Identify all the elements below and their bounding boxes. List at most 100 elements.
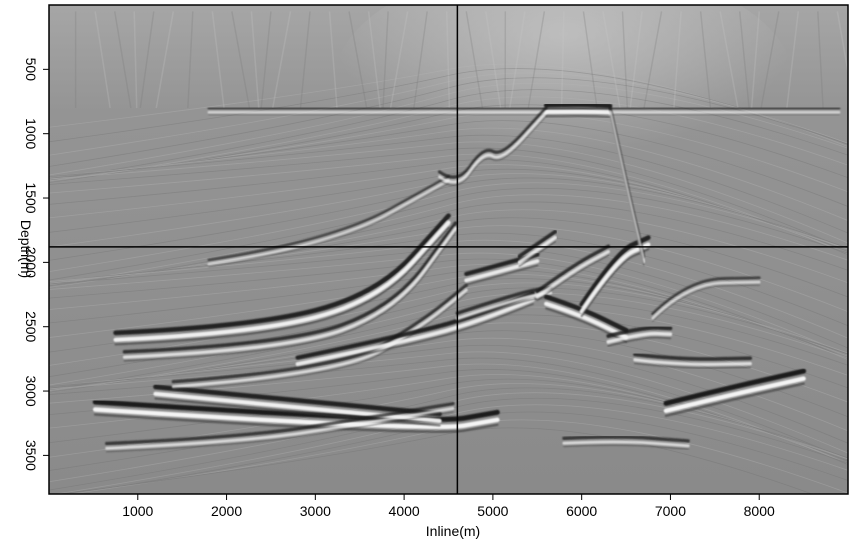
texture-line bbox=[49, 306, 848, 393]
reflector-event bbox=[517, 229, 557, 268]
reflector-peak bbox=[295, 297, 535, 366]
reflector-peak bbox=[562, 440, 690, 448]
reflector-trough bbox=[517, 229, 557, 259]
reflector-trough bbox=[105, 401, 455, 446]
streak-line bbox=[560, 11, 565, 108]
seismic-image bbox=[49, 5, 848, 494]
reflector-peak bbox=[113, 220, 451, 342]
texture-line bbox=[49, 182, 848, 272]
streak-line bbox=[113, 11, 132, 109]
y-axis: 500 1000 1500 2000 2500 3000 3500 bbox=[23, 58, 49, 471]
texture-line bbox=[49, 187, 848, 281]
reflector-trough bbox=[579, 235, 651, 307]
reflector-trough bbox=[535, 244, 611, 294]
reflector-trough bbox=[562, 435, 690, 443]
reflector-event bbox=[608, 105, 646, 266]
streak-line bbox=[760, 11, 780, 109]
x-tick-label: 4000 bbox=[389, 503, 420, 519]
reflector-trough bbox=[663, 368, 807, 406]
reflector-trough bbox=[207, 174, 450, 262]
y-tick-label: 500 bbox=[23, 58, 39, 82]
x-tick-label: 6000 bbox=[566, 503, 597, 519]
reflector-trough bbox=[633, 352, 753, 361]
streak-line bbox=[389, 11, 409, 109]
reflector-sidelobe bbox=[208, 182, 450, 268]
streak-line bbox=[260, 11, 272, 109]
reflector-peak bbox=[455, 291, 553, 321]
streak-line bbox=[750, 11, 760, 109]
streak-line bbox=[250, 11, 260, 109]
reflector-trough bbox=[455, 285, 553, 315]
reflector-sidelobe bbox=[545, 307, 628, 344]
streak-line bbox=[348, 11, 368, 109]
reflector-event bbox=[562, 435, 690, 450]
streak-line bbox=[699, 11, 712, 109]
reflector-event bbox=[579, 235, 651, 318]
streak-line bbox=[382, 11, 389, 108]
streak-line bbox=[299, 11, 311, 109]
streak-line bbox=[629, 11, 643, 109]
reflector-sidelobe bbox=[545, 115, 612, 119]
reflector-event bbox=[663, 368, 807, 418]
streak-line bbox=[621, 11, 629, 108]
texture-line bbox=[49, 278, 848, 355]
reflector-sidelobe bbox=[465, 264, 539, 286]
shallow-streaks bbox=[74, 11, 848, 109]
texture-line bbox=[49, 68, 848, 145]
texture-line bbox=[49, 264, 848, 360]
reflector-sidelobe bbox=[607, 336, 672, 347]
reflector-event bbox=[113, 213, 451, 346]
streak-line bbox=[817, 11, 824, 108]
texture-line bbox=[49, 127, 848, 221]
reflector-sidelobe bbox=[536, 254, 610, 302]
texture-line bbox=[49, 269, 848, 359]
streak-line bbox=[738, 11, 750, 109]
reflector-peak bbox=[517, 235, 557, 264]
y-tick-label: 1000 bbox=[23, 118, 39, 149]
reflector-peak bbox=[633, 358, 752, 366]
texture-line bbox=[49, 96, 848, 184]
texture-line bbox=[49, 337, 848, 432]
reflector-sidelobe bbox=[609, 114, 645, 266]
streak-line bbox=[94, 11, 111, 109]
y-tick-label: 1500 bbox=[23, 182, 39, 213]
texture-line bbox=[49, 134, 848, 234]
x-axis: 1000 2000 3000 4000 5000 6000 7000 8000 bbox=[122, 494, 775, 519]
texture-line bbox=[49, 153, 848, 255]
streak-line bbox=[328, 11, 338, 109]
x-tick-label: 2000 bbox=[211, 503, 242, 519]
y-tick-label: 3000 bbox=[23, 376, 39, 407]
reflector-sidelobe bbox=[580, 248, 650, 318]
reflector-peak bbox=[606, 331, 673, 344]
x-tick-label: 8000 bbox=[744, 503, 775, 519]
texture-line bbox=[49, 273, 848, 357]
reflector-peak bbox=[153, 391, 442, 423]
reflector-event bbox=[535, 244, 611, 302]
streak-line bbox=[719, 11, 739, 109]
reflector-peak bbox=[651, 280, 761, 320]
texture-line bbox=[49, 351, 848, 454]
reflector-sidelobe bbox=[664, 382, 805, 418]
reflector-sidelobe bbox=[518, 240, 556, 268]
texture-line bbox=[54, 404, 848, 494]
texture-line bbox=[49, 159, 848, 256]
texture-line bbox=[49, 201, 848, 289]
reflector-sidelobe bbox=[296, 302, 534, 370]
texture-line bbox=[49, 89, 848, 181]
x-axis-title: Inline(m) bbox=[426, 523, 480, 539]
texture-line bbox=[49, 282, 848, 366]
reflector-event bbox=[207, 174, 450, 268]
reflector-sidelobe bbox=[154, 397, 441, 427]
streak-line bbox=[527, 11, 546, 109]
texture-line bbox=[49, 82, 848, 176]
texture-line bbox=[49, 252, 848, 356]
y-tick-label: 2500 bbox=[23, 311, 39, 342]
reflector-peak bbox=[464, 259, 540, 283]
texture-line bbox=[49, 164, 848, 254]
reflector-trough bbox=[113, 213, 451, 336]
streak-line bbox=[602, 11, 621, 109]
texture-line bbox=[49, 357, 848, 461]
reflector-peak bbox=[579, 242, 651, 314]
reflector-peak bbox=[171, 288, 468, 389]
